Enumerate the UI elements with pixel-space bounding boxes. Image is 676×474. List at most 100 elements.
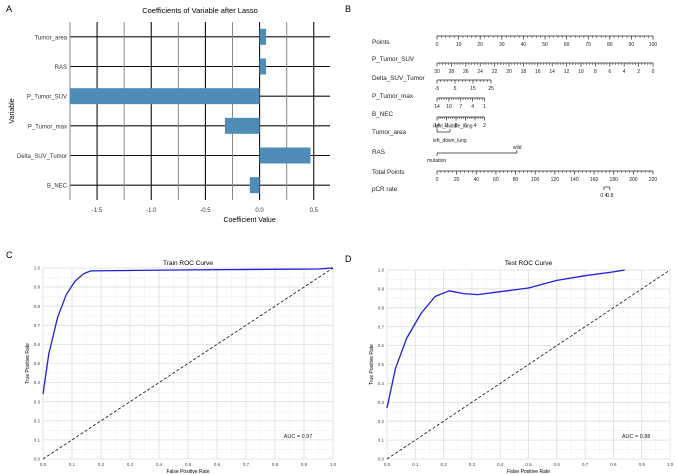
y-tick-label: 0.6 [34, 342, 41, 347]
auc-annotation: AUC = 0.97 [284, 434, 313, 440]
x-tick-label: 0.0 [384, 462, 391, 467]
y-tick-label: 0.2 [34, 418, 41, 423]
x-tick-label: 0.0 [40, 462, 47, 467]
x-tick-label: 0.4 [156, 462, 163, 467]
y-axis-label: Variable [9, 98, 16, 123]
panel-label-d: D [345, 254, 352, 264]
x-tick-label: 0.2 [440, 462, 447, 467]
x-tick-label: -1.0 [146, 208, 157, 214]
tick-label: 4 [471, 104, 474, 110]
x-axis-label: False Positive Rate [507, 469, 550, 474]
auc-annotation: AUC = 0.88 [622, 434, 651, 440]
x-tick-label: 0.5 [185, 462, 192, 467]
bar-delta_suv_tumor [259, 147, 311, 164]
category-label: left_down_lung [433, 138, 467, 144]
tick-label: 20 [477, 42, 483, 48]
tick-label: 18 [521, 69, 527, 75]
tick-label: 2 [483, 123, 486, 129]
x-tick-label: 0.8 [610, 462, 617, 467]
tick-label: 10 [446, 104, 452, 110]
x-tick-label: 1.0 [330, 462, 337, 467]
tick-label: 30 [499, 42, 505, 48]
tick-label: 100 [649, 42, 658, 48]
panel-label-b: B [345, 4, 351, 14]
y-tick-label: 0.1 [378, 438, 385, 443]
tick-label: 40 [521, 42, 527, 48]
x-axis-label: False Positive Rate [166, 469, 209, 474]
y-tick-label: 0.8 [378, 305, 385, 310]
y-tick-label: 0.9 [34, 285, 41, 290]
tick-label: 22 [492, 69, 498, 75]
tick-label: 50 [542, 42, 548, 48]
tick-label: 5 [454, 86, 457, 92]
lasso-coefficient-chart: Coefficients of Variable after Lasso Tumo… [9, 6, 330, 224]
y-tick-label: 0.7 [34, 323, 41, 328]
category-label: Delta_SUV_Tumor [17, 154, 67, 160]
row-label: P_Tumor_SUV [372, 56, 415, 63]
tick-label: 14 [434, 104, 440, 110]
tick-label: 70 [585, 42, 591, 48]
tick-label: 10 [578, 69, 584, 75]
tick-label: 28 [449, 69, 455, 75]
tick-label: 6 [608, 69, 611, 75]
y-tick-label: 1.0 [378, 268, 385, 273]
chance-diagonal [42, 267, 334, 460]
train-roc-chart: Train ROC Curve 0.0 0.1 0.2 0.3 0.4 0.5 0.6 0.7 0… [25, 260, 337, 474]
x-tick-label: -0.5 [200, 208, 211, 214]
tick-label: 160 [590, 177, 599, 183]
x-tick-label: 0.7 [582, 462, 589, 467]
category-label: mutation [427, 158, 446, 164]
x-tick-label: 0.6 [214, 462, 221, 467]
tick-label: 60 [493, 177, 499, 183]
category-label: B_NEC [47, 184, 68, 190]
x-tick-label: 0.3 [127, 462, 134, 467]
tick-label: 2 [637, 69, 640, 75]
y-tick-label: 0.3 [378, 400, 385, 405]
y-tick-label: 0.0 [34, 457, 41, 462]
y-tick-label: 0.6 [378, 343, 385, 348]
tick-label: -5 [435, 86, 440, 92]
y-tick-label: 0.0 [378, 457, 385, 462]
bar-p_tumor_max [224, 117, 260, 134]
test-roc-chart: Test ROC Curve 0.0 0.1 0.2 0.3 0.4 0.5 0.6 0.7 0.… [369, 260, 674, 474]
tick-label: 120 [551, 177, 560, 183]
y-tick-label: 0.5 [378, 362, 385, 367]
tick-label: 20 [506, 69, 512, 75]
y-tick-label: 0.9 [378, 287, 385, 292]
tick-label: 26 [463, 69, 469, 75]
tick-label: 24 [477, 69, 483, 75]
tick-label: 60 [564, 42, 570, 48]
y-tick-label: 0.2 [378, 419, 385, 424]
chart-title: Test ROC Curve [505, 260, 553, 267]
tick-label: 4 [623, 69, 626, 75]
tick-label: 220 [649, 177, 658, 183]
row-label: Delta_SUV_Tumor [372, 75, 425, 82]
bar-ras [259, 58, 267, 75]
y-axis-label: True Positive Rate [25, 343, 31, 384]
tick-label: 80 [513, 177, 519, 183]
y-tick-label: 0.1 [34, 438, 41, 443]
tick-label: 11 [444, 123, 449, 129]
tick-label: 80 [607, 42, 613, 48]
bar-tumor_area [259, 28, 267, 45]
y-tick-label: 0.7 [378, 324, 385, 329]
category-label: P_Tumor_max [28, 124, 67, 130]
tick-label: 1 [483, 104, 486, 110]
x-tick-label: 0.9 [639, 462, 646, 467]
y-tick-label: 1.0 [34, 266, 41, 271]
category-label: right_middle_lung [433, 124, 473, 130]
nomogram: Points P_Tumor_SUV Delta_SUV_Tumor P_Tumor_… [372, 35, 658, 199]
tick-label: 12 [564, 69, 570, 75]
x-tick-label: 0.1 [69, 462, 76, 467]
y-tick-label: 0.4 [34, 380, 41, 385]
tick-label: 140 [570, 177, 579, 183]
tick-label: 0.4 [600, 193, 607, 199]
tick-label: 4 [474, 123, 477, 129]
tick-label: 16 [535, 69, 541, 75]
y-axis-label: True Positive Rate [369, 344, 375, 385]
x-axis-label: Coefficient Value [223, 217, 275, 224]
x-tick-label: 0.1 [412, 462, 419, 467]
tick-label: 40 [473, 177, 479, 183]
panel-label-c: C [6, 250, 13, 260]
